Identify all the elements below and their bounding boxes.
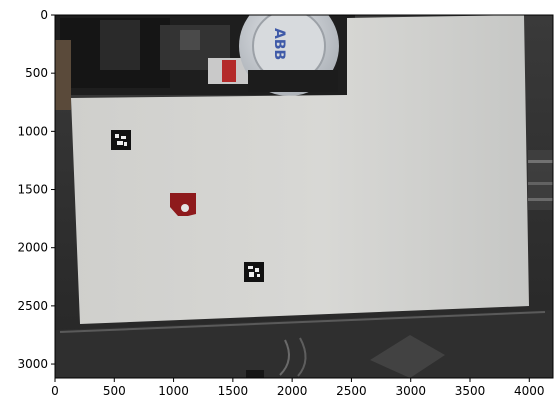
y-tick-label: 1500 [17, 183, 48, 197]
camera-image: ABB [55, 15, 553, 378]
y-axis-ticks: 0 500 1000 1500 2000 2500 3000 [17, 8, 55, 371]
fiducial-marker-3 [246, 370, 264, 378]
x-tick-label: 500 [103, 384, 126, 398]
red-object [170, 193, 196, 216]
x-tick-label: 2500 [336, 384, 367, 398]
y-tick-label: 3000 [17, 357, 48, 371]
axes-frame [54, 14, 554, 379]
y-tick-label: 500 [25, 66, 48, 80]
x-axis-ticks: 0 500 1000 1500 2000 2500 3000 3500 4000 [51, 378, 545, 398]
svg-text:ABB: ABB [271, 28, 287, 60]
x-tick-label: 4000 [514, 384, 545, 398]
x-tick-label: 1000 [158, 384, 189, 398]
x-tick-label: 2000 [277, 384, 308, 398]
left-edge-wood [55, 40, 71, 110]
paper-sheet [71, 15, 529, 324]
y-tick-label: 2000 [17, 241, 48, 255]
y-tick-label: 0 [40, 8, 48, 22]
fiducial-marker-2 [244, 262, 264, 282]
x-tick-label: 0 [51, 384, 59, 398]
fiducial-marker-1 [111, 130, 131, 150]
robot-base: ABB [208, 15, 339, 96]
y-tick-label: 2500 [17, 299, 48, 313]
x-tick-label: 3500 [455, 384, 486, 398]
x-tick-label: 1500 [218, 384, 249, 398]
x-tick-label: 3000 [395, 384, 426, 398]
y-tick-label: 1000 [17, 124, 48, 138]
